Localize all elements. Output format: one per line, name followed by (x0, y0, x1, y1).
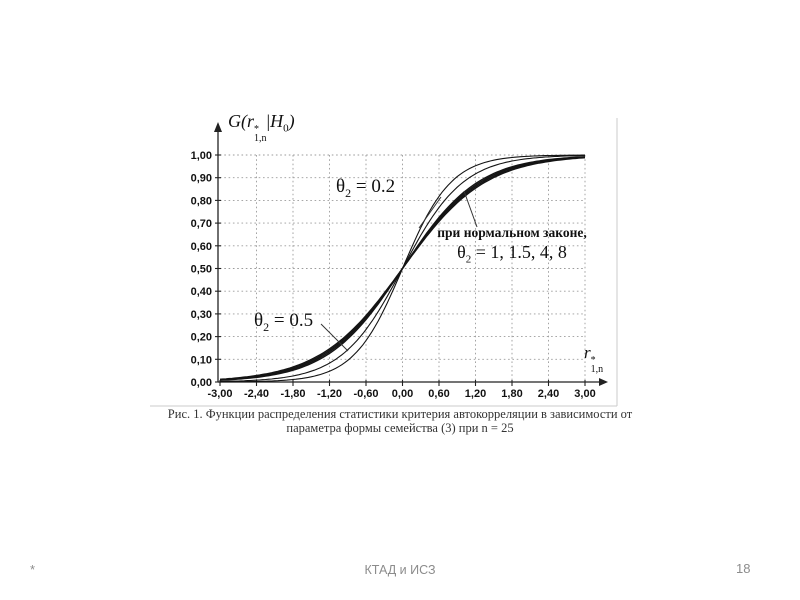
y-axis-label: G(r * 1,n |H0) (228, 111, 295, 144)
footer-page-number: 18 (736, 561, 751, 576)
x-tick-label: 0,60 (428, 388, 449, 400)
y-tick-label: 0,00 (191, 377, 212, 389)
annotation-normal-law-text: при нормальном законе, (437, 225, 587, 240)
x-axis-arrow (599, 378, 608, 386)
x-tick-label: 2,40 (538, 388, 559, 400)
y-tick-label: 0,50 (191, 264, 212, 276)
y-tick-label: 1,00 (191, 150, 212, 162)
x-tick-label: 1,20 (465, 388, 486, 400)
figure-caption: Рис. 1. Функции распределения статистики… (100, 407, 700, 435)
annotation-leader-0 (418, 196, 442, 229)
annotation-theta-0-5: θ2 = 0.5 (254, 310, 314, 334)
x-tick-label: -3,00 (207, 388, 232, 400)
x-tick-label: -2,40 (244, 388, 269, 400)
y-tick-label: 0,90 (191, 173, 212, 185)
curve-normal-theta-8 (219, 157, 586, 380)
y-tick-label: 0,20 (191, 332, 212, 344)
y-tick-label: 0,10 (191, 354, 212, 366)
y-tick-label: 0,40 (191, 286, 212, 298)
y-axis-arrow (214, 122, 222, 132)
y-tick-label: 0,80 (191, 195, 212, 207)
figure-caption-line2: параметра формы семейства (3) при n = 25 (286, 421, 514, 435)
annotation-leader-1 (320, 323, 349, 352)
annotation-normal-law: при нормальном законе, θ2 = 1, 1.5, 4, 8 (424, 225, 600, 266)
annotation-normal-law-values: θ2 = 1, 1.5, 4, 8 (457, 242, 567, 266)
x-tick-label: -0,60 (353, 388, 378, 400)
annotation-theta-0-2: θ2 = 0.2 (336, 176, 396, 200)
x-axis-label: r * 1,n (584, 343, 604, 375)
x-tick-label: -1,20 (317, 388, 342, 400)
y-tick-label: 0,30 (191, 309, 212, 321)
y-tick-label: 0,70 (191, 218, 212, 230)
x-tick-label: 0,00 (392, 388, 413, 400)
x-tick-label: 1,80 (501, 388, 522, 400)
x-tick-label: -1,80 (280, 388, 305, 400)
y-tick-label: 0,60 (191, 241, 212, 253)
footer-date-placeholder: * (30, 562, 36, 577)
annotation-leader-2 (463, 190, 478, 228)
figure-caption-line1: Рис. 1. Функции распределения статистики… (167, 407, 633, 421)
footer-title: КТАД и ИСЗ (364, 563, 436, 577)
x-tick-label: 3,00 (574, 388, 595, 400)
